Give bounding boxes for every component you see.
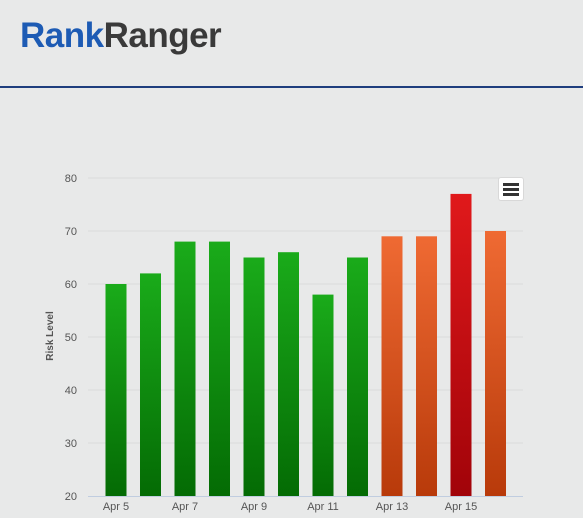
y-axis-ticks: 20 30 40 50 60 70 80 [65, 173, 77, 503]
bar-apr-10[interactable] [278, 252, 299, 496]
x-tick-label: Apr 11 [307, 501, 339, 513]
bar-apr-16[interactable] [485, 231, 506, 496]
y-tick-label: 40 [65, 385, 77, 397]
y-tick-label: 80 [65, 173, 77, 185]
bar-apr-14[interactable] [416, 236, 437, 497]
y-tick-label: 30 [65, 438, 77, 450]
x-axis-ticks: Apr 5 Apr 7 Apr 9 Apr 11 Apr 13 Apr 15 [103, 501, 477, 513]
y-tick-label: 20 [65, 491, 77, 503]
x-tick-label: Apr 15 [445, 501, 477, 513]
y-tick-label: 50 [65, 332, 77, 344]
bar-apr-5[interactable] [105, 284, 127, 496]
bar-apr-15[interactable] [450, 193, 472, 496]
bar-apr-6[interactable] [140, 273, 161, 496]
logo-rank: Rank [20, 16, 104, 55]
bar-apr-9[interactable] [243, 257, 265, 497]
y-tick-label: 60 [65, 279, 77, 291]
x-tick-label: Apr 13 [376, 501, 408, 513]
bar-apr-13[interactable] [381, 236, 403, 497]
bar-apr-12[interactable] [347, 257, 368, 497]
bars [105, 193, 506, 497]
y-tick-label: 70 [65, 226, 77, 238]
bar-apr-7[interactable] [174, 241, 196, 496]
chart-area: 20 30 40 50 60 70 80 Apr 5 Apr 7 Apr 9 Apr 11 Apr … [0, 90, 583, 518]
x-tick-label: Apr 5 [103, 501, 129, 513]
x-tick-label: Apr 9 [241, 501, 267, 513]
logo-ranger: Ranger [103, 16, 222, 55]
y-axis-label: Risk Level [45, 311, 56, 361]
bar-apr-8[interactable] [209, 241, 230, 496]
header: RankRanger [0, 0, 583, 88]
rankranger-logo[interactable]: RankRanger [20, 14, 222, 58]
x-tick-label: Apr 7 [172, 501, 198, 513]
chart-menu-button[interactable] [499, 178, 523, 200]
bar-apr-11[interactable] [312, 294, 334, 496]
